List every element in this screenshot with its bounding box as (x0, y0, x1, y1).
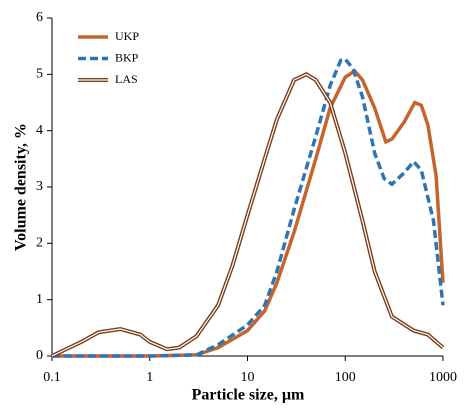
line-inner (51, 73, 444, 357)
x-tick-label: 0.1 (43, 370, 61, 385)
legend-label: LAS (115, 72, 138, 86)
y-axis-label: Volume density, % (13, 123, 30, 251)
x-tick-label: 1000 (429, 370, 457, 385)
y-tick-label: 2 (36, 236, 43, 251)
line (52, 68, 445, 358)
x-axis-label: Particle size, µm (192, 387, 305, 404)
y-tick-label: 1 (36, 292, 43, 307)
y-tick-label: 5 (36, 67, 43, 82)
y-tick-label: 4 (36, 123, 43, 138)
x-tick-label: 100 (335, 370, 356, 385)
line (52, 57, 445, 358)
y-tick-label: 0 (36, 348, 43, 363)
x-tick-label: 1 (146, 370, 153, 385)
legend-label: BKP (115, 50, 139, 64)
legend-label: UKP (115, 29, 139, 43)
x-tick-label: 10 (241, 370, 255, 385)
y-tick-label: 6 (36, 10, 43, 25)
y-tick-label: 3 (36, 179, 43, 194)
